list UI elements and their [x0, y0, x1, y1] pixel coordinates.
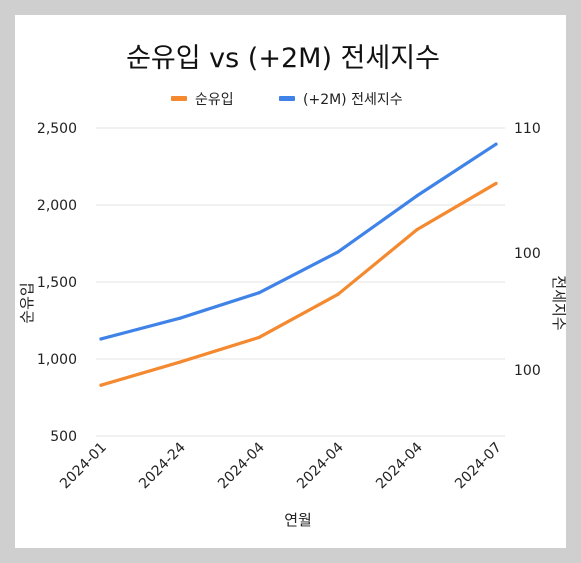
data-point-net-inflow	[336, 292, 340, 296]
data-point-net-inflow	[257, 335, 261, 340]
x-tick-label: 2024-04	[373, 439, 426, 492]
x-tick-label: 2024-01	[57, 440, 110, 493]
data-point-jeonse-index	[415, 194, 419, 198]
data-point-net-inflow	[494, 181, 498, 186]
legend-swatch-jeonse-index	[279, 96, 295, 101]
chart-card: 순유입 vs (+2M) 전세지수 순유입 (+2M) 전세지수 2,500 2,…	[15, 15, 566, 548]
data-point-jeonse-index	[99, 337, 103, 341]
line-chart: 순유입 vs (+2M) 전세지수 순유입 (+2M) 전세지수 2,5002,…	[18, 43, 566, 529]
data-point-net-inflow	[178, 360, 182, 364]
data-point-jeonse-index	[494, 142, 498, 146]
legend-label-net-inflow: 순유입	[195, 92, 234, 108]
y-axis-right-ticks: 110 100 100	[514, 121, 541, 379]
data-point-jeonse-index	[257, 291, 261, 295]
legend: 순유입 (+2M) 전세지수	[171, 92, 403, 108]
data-point-jeonse-index	[336, 250, 340, 254]
data-point-net-inflow	[99, 383, 103, 387]
gridlines	[96, 127, 505, 437]
y-left-tick-label: 500	[50, 429, 77, 445]
x-tick-label: 2024-04	[215, 439, 268, 492]
series-line-net-inflow	[99, 181, 498, 387]
legend-label-jeonse-index: (+2M) 전세지수	[303, 92, 403, 108]
y-right-tick-label: 110	[514, 121, 541, 137]
x-axis-title: 연월	[284, 511, 312, 529]
y-left-tick-label: 2,000	[37, 198, 77, 214]
x-tick-label: 2024-04	[294, 439, 347, 492]
x-tick-label: 2024-07	[452, 440, 505, 493]
y-left-tick-label: 2,500	[37, 121, 77, 137]
y-right-tick-label: 100	[514, 246, 541, 262]
chart-title: 순유입 vs (+2M) 전세지수	[126, 43, 440, 74]
y-right-tick-label: 100	[514, 363, 541, 379]
y-left-tick-label: 1,500	[37, 275, 77, 291]
y-left-tick-label: 1,000	[37, 352, 77, 368]
y-axis-left-ticks: 2,500 2,000 1,500 1,000 500	[37, 121, 77, 445]
legend-swatch-net-inflow	[171, 96, 187, 101]
x-axis-ticks: 2024-01 2024-24 2024-04 2024-04 2024-04 2024-…	[57, 439, 505, 492]
data-point-net-inflow	[415, 228, 419, 232]
y-axis-right-title: 전세지수	[550, 275, 566, 330]
x-tick-label: 2024-24	[136, 439, 189, 492]
data-point-jeonse-index	[178, 316, 182, 320]
series-line-jeonse-index	[99, 142, 498, 341]
y-axis-left-title: 순유입	[18, 282, 36, 323]
series-lines	[99, 142, 498, 387]
